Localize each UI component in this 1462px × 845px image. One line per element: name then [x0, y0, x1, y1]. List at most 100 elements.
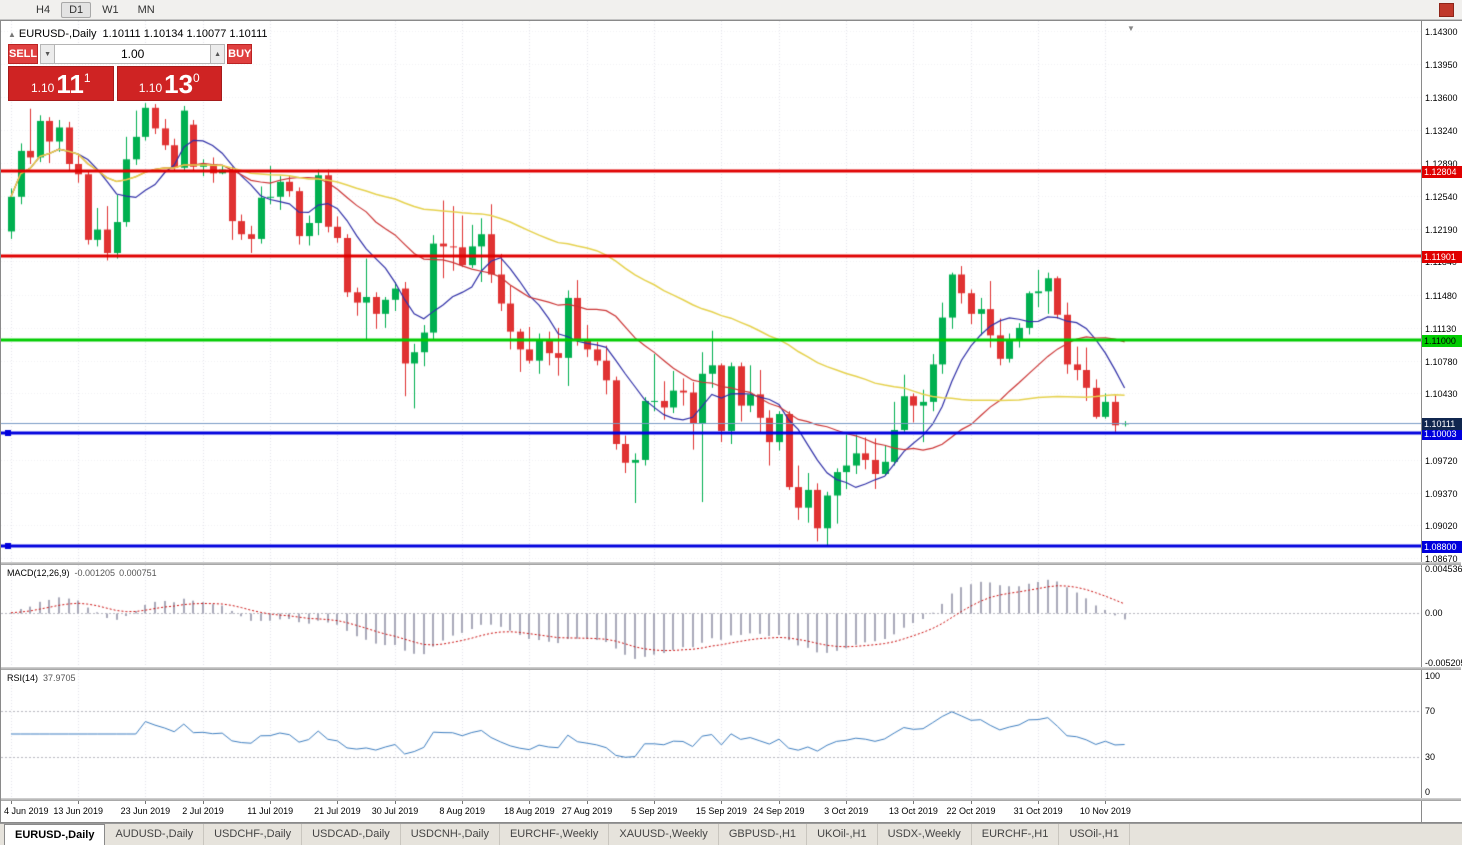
chart-tab-bar: EURUSD-,Daily AUDUSD-,Daily USDCHF-,Daily U…: [0, 823, 1462, 845]
collapse-indicators-icon[interactable]: ▲: [8, 30, 16, 39]
rsi-scale-label: 0: [1425, 787, 1431, 797]
time-scale-tick: [1038, 801, 1039, 804]
chart-tab-usdchf-daily[interactable]: USDCHF-,Daily: [204, 824, 303, 845]
one-click-trading-panel: SELL ▼ ▲ BUY 1.10 11 1 1.10: [8, 44, 253, 101]
main-chart-canvas[interactable]: [1, 21, 1421, 562]
chart-tab-eurchf-h1[interactable]: EURCHF-,H1: [972, 824, 1060, 845]
chart-shift-marker-icon[interactable]: ▼: [1127, 24, 1135, 33]
price-scale-label: 1.13950: [1425, 59, 1458, 70]
chart-tab-eurchf-weekly[interactable]: EURCHF-,Weekly: [500, 824, 610, 845]
macd-signal-value: 0.000751: [119, 568, 157, 578]
time-scale-tick: [462, 801, 463, 804]
panel-splitter[interactable]: [1, 798, 1461, 801]
buy-price-pipette: 0: [193, 71, 200, 85]
price-scale[interactable]: 1.14300 1.13950 1.13600 1.13240 1.12890 1.125…: [1421, 21, 1462, 822]
timeframe-button-w1[interactable]: W1: [102, 3, 119, 16]
time-scale-tick: [337, 801, 338, 804]
panel-splitter[interactable]: [1, 667, 1461, 670]
rsi-scale-label: 100: [1425, 671, 1441, 681]
time-scale-tick: [721, 801, 722, 804]
hline-price-tag: 1.10003: [1422, 428, 1462, 441]
time-scale-tick: [1105, 801, 1106, 804]
sell-price-pipette: 1: [83, 71, 91, 85]
time-scale-label: 5 Sep 2019: [631, 806, 678, 816]
time-scale[interactable]: 4 Jun 2019 13 Jun 2019 23 Jun 2019 2 Jul 20…: [1, 801, 1461, 822]
time-scale-tick: [145, 801, 146, 804]
time-scale-tick: [270, 801, 271, 804]
time-scale-label: 23 Jun 2019: [120, 806, 171, 816]
time-scale-label: 13 Oct 2019: [888, 806, 938, 816]
price-scale-label: 1.10780: [1425, 356, 1458, 367]
rsi-indicator-canvas[interactable]: [1, 670, 1421, 798]
chart-tab-audusd-daily[interactable]: AUDUSD-,Daily: [105, 824, 205, 845]
buy-price-button[interactable]: 1.10 13 0: [116, 66, 222, 101]
chart-window: ▲ EURUSD-,Daily 1.10111 1.10134 1.10077 1.…: [0, 20, 1462, 823]
time-scale-label: 8 Aug 2019: [439, 806, 485, 816]
rsi-name: RSI(14): [7, 673, 39, 683]
volume-decrease-button[interactable]: ▼: [40, 44, 56, 64]
timeframe-button-h4[interactable]: H4: [36, 3, 51, 16]
time-scale-tick: [971, 801, 972, 804]
chart-tab-xauusd-weekly[interactable]: XAUUSD-,Weekly: [609, 824, 719, 845]
price-scale-label: 1.11480: [1425, 291, 1457, 302]
timeframe-button-d1[interactable]: D1: [61, 1, 92, 18]
chart-ohlc-values: 1.10111 1.10134 1.10077 1.10111: [102, 28, 268, 40]
time-scale-label: 3 Oct 2019: [824, 806, 869, 816]
chart-tab-eurusd-daily[interactable]: EURUSD-,Daily: [4, 824, 106, 845]
time-scale-tick: [654, 801, 655, 804]
price-scale-label: 1.13600: [1425, 92, 1458, 103]
price-scale-label: 1.12540: [1425, 191, 1458, 202]
time-scale-label: 24 Sep 2019: [753, 806, 805, 816]
macd-scale-label: 0.004536: [1425, 564, 1462, 574]
macd-main-value: -0.001205: [74, 568, 116, 578]
chart-tab-usdcad-daily[interactable]: USDCAD-,Daily: [302, 824, 401, 845]
volume-increase-button[interactable]: ▲: [210, 44, 226, 64]
volume-stepper: ▼ ▲: [40, 44, 226, 64]
price-scale-label: 1.12890: [1425, 159, 1458, 170]
time-scale-label: 15 Sep 2019: [695, 806, 747, 816]
time-scale-label: 2 Jul 2019: [182, 806, 224, 816]
rsi-scale-label: 30: [1425, 752, 1436, 763]
price-scale-label: 1.08670: [1425, 554, 1458, 565]
rsi-label: RSI(14) 37.9705: [7, 673, 76, 683]
volume-input[interactable]: [55, 44, 211, 64]
time-scale-tick: [913, 801, 914, 804]
window-controls-icon[interactable]: [1439, 3, 1454, 17]
time-scale-label: 13 Jun 2019: [53, 806, 103, 816]
chart-tab-ukoil-h1[interactable]: UKOil-,H1: [807, 824, 878, 845]
macd-indicator-canvas[interactable]: [1, 565, 1421, 667]
sell-price-button[interactable]: 1.10 11 1: [8, 66, 114, 101]
time-scale-tick: [203, 801, 204, 804]
sell-button[interactable]: SELL: [8, 44, 39, 64]
timeframe-button-mn[interactable]: MN: [137, 3, 155, 16]
macd-scale-label: -0.005205: [1425, 658, 1462, 668]
time-scale-tick: [395, 801, 396, 804]
chart-symbol-label: EURUSD-,Daily: [18, 28, 97, 40]
time-scale-tick: [11, 801, 12, 804]
chart-tab-usoil-h1[interactable]: USOil-,H1: [1059, 824, 1130, 845]
chart-tab-usdcnh-daily[interactable]: USDCNH-,Daily: [401, 824, 500, 845]
chart-tab-usdx-weekly[interactable]: USDX-,Weekly: [878, 824, 972, 845]
chart-plot-area: ▲ EURUSD-,Daily 1.10111 1.10134 1.10077 1.…: [1, 21, 1421, 822]
trade-panel-prices: 1.10 11 1 1.10 13 0: [8, 66, 222, 101]
time-scale-tick: [779, 801, 780, 804]
time-scale-tick: [587, 801, 588, 804]
panel-splitter[interactable]: [1, 562, 1461, 565]
time-scale-label: 18 Aug 2019: [504, 806, 555, 816]
chart-title: ▲ EURUSD-,Daily 1.10111 1.10134 1.10077 1.…: [8, 28, 268, 40]
buy-button[interactable]: BUY: [227, 44, 253, 64]
time-scale-label: 4 Jun 2019: [4, 806, 49, 816]
buy-price-prefix: 1.10: [138, 81, 163, 95]
price-scale-label: 1.13240: [1425, 126, 1458, 137]
trade-panel-controls: SELL ▼ ▲ BUY: [8, 44, 253, 64]
sell-price-prefix: 1.10: [30, 81, 55, 95]
price-scale-label: 1.10430: [1425, 389, 1458, 400]
price-scale-label: 1.11130: [1425, 323, 1457, 334]
macd-name: MACD(12,26,9): [7, 568, 70, 578]
time-scale-label: 10 Nov 2019: [1079, 806, 1131, 816]
chart-tab-gbpusd-h1[interactable]: GBPUSD-,H1: [719, 824, 808, 845]
price-scale-label: 1.14300: [1425, 27, 1458, 38]
macd-label: MACD(12,26,9) -0.001205 0.000751: [7, 568, 157, 578]
price-scale-label: 1.09370: [1425, 488, 1458, 499]
